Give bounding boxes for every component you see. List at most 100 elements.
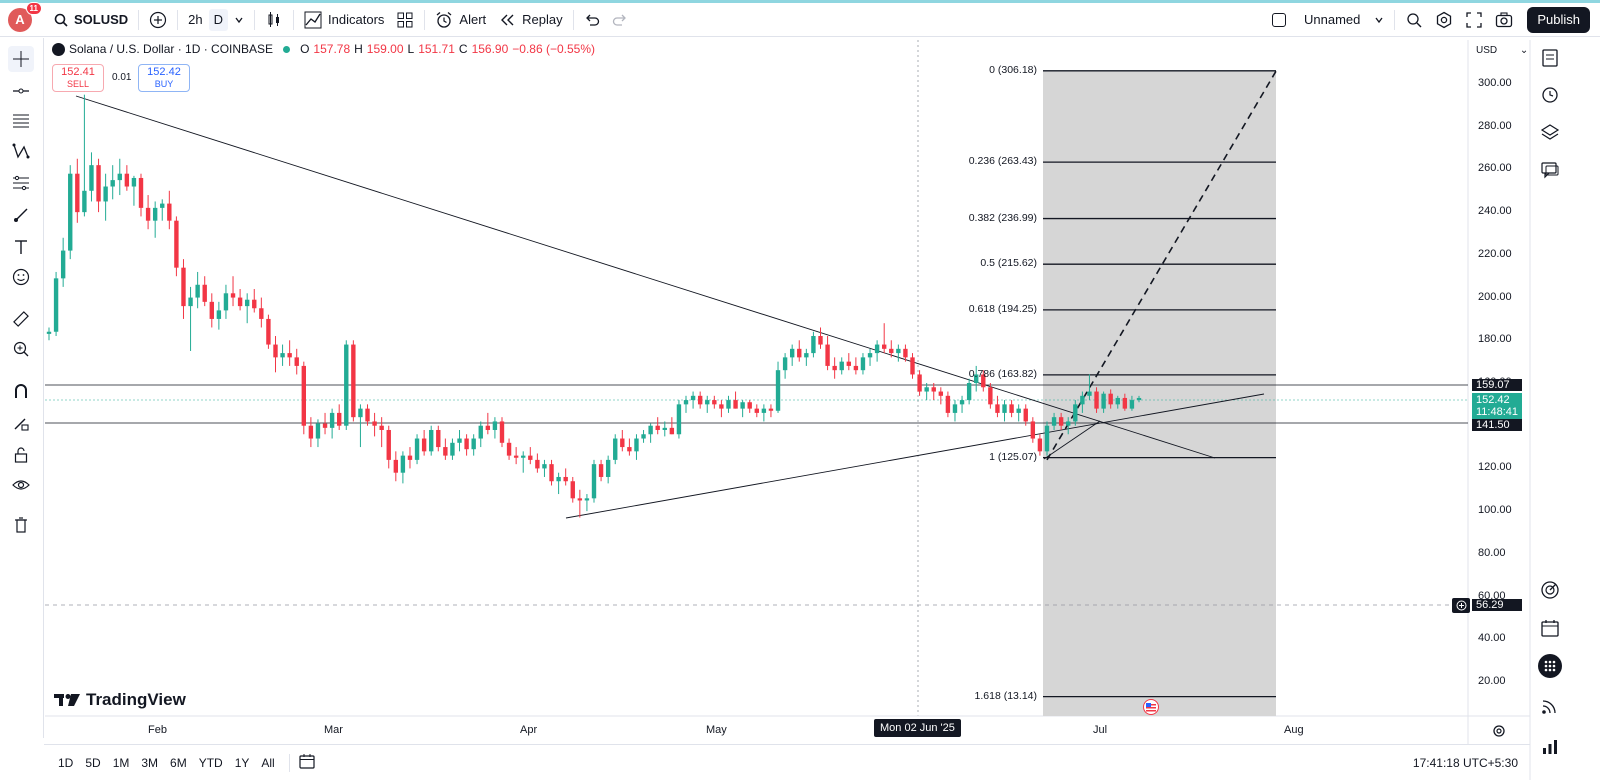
us-flag-icon[interactable] (1143, 699, 1159, 720)
candle-body (372, 421, 377, 426)
horizontal-line-icon (13, 88, 29, 94)
indicators-button[interactable]: Indicators (298, 6, 390, 34)
candle-body (641, 434, 646, 439)
quick-search-button[interactable] (1399, 6, 1429, 34)
last-price-tag: 152.42 11:48:41 (1472, 393, 1522, 419)
interval-2h[interactable]: 2h (188, 12, 203, 27)
measure-tool[interactable] (8, 306, 34, 332)
candle-body (1122, 397, 1128, 409)
zoom-tool[interactable] (8, 336, 34, 362)
chat-button[interactable] (1538, 158, 1562, 182)
candle-body (181, 267, 186, 307)
redo-button[interactable] (606, 6, 634, 34)
market-open-icon (283, 45, 291, 53)
fib-tool[interactable] (8, 108, 34, 134)
candle-body (917, 374, 922, 392)
fib-level-label: 0 (306.18) (989, 63, 1037, 76)
symbol-search[interactable]: SOLUSD (48, 6, 134, 34)
crosshair-tool[interactable] (8, 46, 34, 72)
candle-body (832, 365, 837, 371)
lock-all-tool[interactable] (8, 442, 34, 468)
symbol-legend[interactable]: Solana / U.S. Dollar · 1D · COINBASE O 15… (52, 42, 595, 56)
templates-button[interactable] (390, 6, 420, 34)
compare-button[interactable] (143, 6, 173, 34)
help-button[interactable] (1538, 734, 1562, 758)
fib-trend-dashed (1046, 70, 1277, 461)
bar-countdown: 11:48:41 (1476, 406, 1519, 418)
alert-button[interactable]: Alert (429, 6, 492, 34)
range-6m[interactable]: 6M (170, 755, 187, 770)
chat-icon (1541, 162, 1559, 179)
candle-body (889, 348, 894, 354)
interval-1d[interactable]: D (208, 8, 229, 31)
range-1m[interactable]: 1M (112, 755, 130, 770)
candle-body (46, 331, 52, 334)
candle-body (386, 429, 391, 460)
range-1d[interactable]: 1D (58, 755, 74, 770)
price-tick-label: 40.00 (1478, 632, 1506, 645)
hide-drawings-tool[interactable] (8, 472, 34, 498)
candle-body (1087, 391, 1092, 396)
signal-icon (1543, 740, 1557, 754)
snapshot-button[interactable] (1489, 6, 1519, 34)
goto-date-button[interactable] (298, 752, 316, 773)
undo-button[interactable] (578, 6, 606, 34)
emoji-tool[interactable] (8, 264, 34, 290)
interval-dropdown[interactable] (228, 6, 250, 34)
object-tree-button[interactable] (1538, 120, 1562, 144)
hotlists-button[interactable] (1538, 578, 1562, 602)
forecast-tool[interactable] (8, 170, 34, 196)
add-alert-button[interactable] (1452, 598, 1470, 613)
candle-body (1058, 417, 1064, 426)
watchlist-button[interactable] (1538, 46, 1562, 70)
alerts-panel-button[interactable] (1538, 82, 1562, 106)
candle-body (1016, 408, 1021, 413)
remove-drawings-tool[interactable] (8, 512, 34, 538)
replay-button[interactable]: Replay (492, 6, 568, 34)
candle-body (280, 353, 285, 358)
lock-drawing-tool[interactable] (8, 410, 34, 436)
layout-name[interactable]: Unnamed (1266, 6, 1390, 34)
spread-value: 0.01 (112, 72, 132, 83)
apps-button[interactable] (1538, 654, 1562, 678)
range-3m[interactable]: 3M (141, 755, 159, 770)
publish-button[interactable]: Publish (1527, 6, 1590, 33)
candle-body (959, 400, 965, 405)
currency-selector[interactable]: USD ⌄ (1476, 45, 1528, 56)
candle-body (775, 370, 781, 411)
plus-circle-icon (150, 11, 167, 28)
chart-type-button[interactable] (259, 6, 289, 34)
brush-tool[interactable] (8, 202, 34, 228)
symbol-name: SOLUSD (74, 12, 129, 27)
fullscreen-button[interactable] (1459, 6, 1489, 34)
fibonacci-retracement[interactable] (1043, 70, 1277, 717)
tradingview-logo[interactable]: TradingView (54, 690, 186, 710)
buy-button[interactable]: 152.42 BUY (138, 64, 190, 92)
trendline-tool[interactable] (8, 78, 34, 104)
target-icon (1541, 581, 1559, 599)
range-all[interactable]: All (261, 755, 275, 770)
range-5d[interactable]: 5D (85, 755, 101, 770)
streams-button[interactable] (1538, 694, 1562, 718)
pattern-tool[interactable] (8, 138, 34, 164)
candle-body (82, 190, 87, 213)
fib-anchor-line (1043, 420, 1101, 460)
price-tick-label: 120.00 (1478, 461, 1512, 474)
timezone-clock[interactable]: 17:41:18 UTC+5:30 (1412, 755, 1518, 770)
candle-body (1030, 421, 1036, 439)
range-1y[interactable]: 1Y (234, 755, 250, 770)
candle-body (577, 498, 583, 501)
candle-body (230, 293, 236, 298)
calendar-button[interactable] (1538, 616, 1562, 640)
axis-settings-button[interactable] (1492, 724, 1506, 743)
magnet-tool[interactable] (8, 378, 34, 404)
candle-body (471, 438, 476, 450)
trendlines[interactable] (75, 95, 1265, 519)
text-tool[interactable] (8, 234, 34, 260)
settings-button[interactable] (1429, 6, 1459, 34)
alert-level-tag: 56.29 (1472, 599, 1522, 611)
sell-button[interactable]: 152.41 SELL (52, 64, 104, 92)
user-avatar[interactable]: A 11 (8, 1, 42, 32)
range-ytd[interactable]: YTD (198, 755, 223, 770)
